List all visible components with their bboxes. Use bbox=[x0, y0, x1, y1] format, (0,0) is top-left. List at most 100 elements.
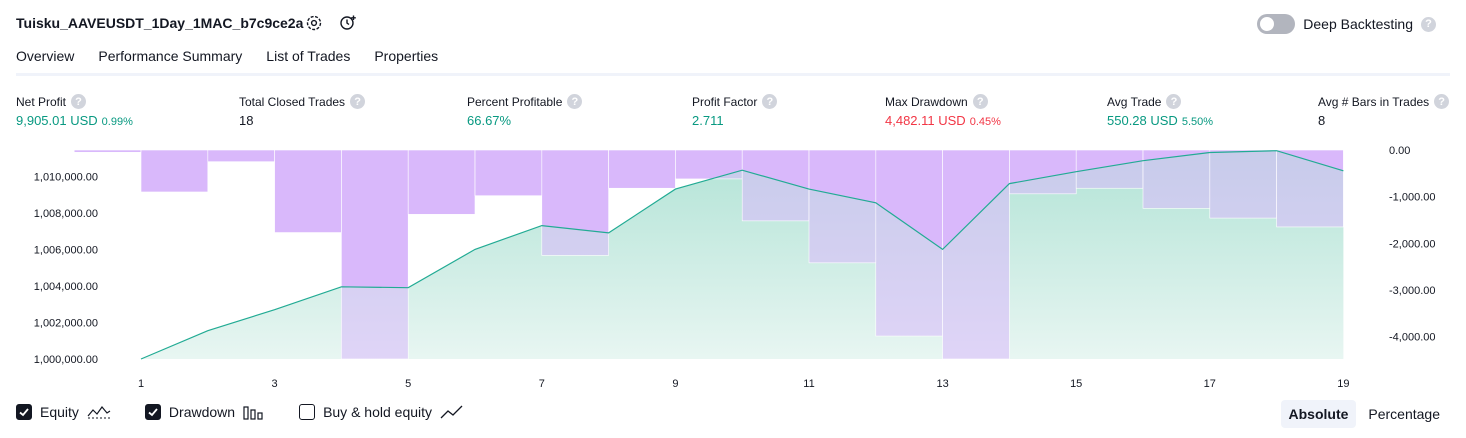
y-right-tick-label: -1,000.00 bbox=[1389, 192, 1435, 204]
drawdown-bar-overlay bbox=[1142, 149, 1211, 209]
stat-percent-profitable: Percent Profitable? 66.67% bbox=[467, 94, 583, 128]
legend-label: Equity bbox=[40, 404, 79, 420]
help-icon[interactable]: ? bbox=[762, 94, 778, 109]
help-icon[interactable]: ? bbox=[567, 94, 583, 109]
equity-checkbox[interactable] bbox=[16, 404, 32, 420]
stat-label: Net Profit bbox=[16, 94, 67, 109]
x-tick-label: 3 bbox=[272, 378, 278, 390]
help-icon[interactable]: ? bbox=[1166, 94, 1182, 109]
drawdown-bar-overlay bbox=[875, 149, 943, 337]
stat-value: 18 bbox=[239, 113, 254, 128]
help-icon[interactable]: ? bbox=[972, 94, 988, 109]
stat-label: Avg Trade bbox=[1107, 94, 1162, 109]
x-tick-label: 1 bbox=[138, 378, 144, 390]
help-icon[interactable]: ? bbox=[71, 94, 87, 109]
drawdown-bar-overlay bbox=[140, 149, 209, 193]
tab-performance-summary[interactable]: Performance Summary bbox=[98, 48, 243, 64]
help-icon[interactable]: ? bbox=[1434, 94, 1450, 109]
chart-legend: Equity Drawdown Buy & hold equity bbox=[16, 404, 464, 420]
y-right-tick-label: 0.00 bbox=[1389, 145, 1410, 157]
legend-label: Buy & hold equity bbox=[323, 404, 433, 420]
y-left-tick-label: 1,010,000.00 bbox=[34, 171, 98, 183]
drawdown-bar-overlay bbox=[1009, 149, 1077, 195]
drawdown-bar-overlay bbox=[474, 149, 543, 196]
stat-value: 66.67% bbox=[467, 113, 512, 128]
drawdown-checkbox[interactable] bbox=[144, 404, 161, 420]
stat-value: 4,482.11 USD bbox=[885, 113, 966, 128]
equity-line-icon bbox=[87, 406, 111, 419]
drawdown-bar-overlay bbox=[341, 149, 409, 360]
drawdown-bar-overlay bbox=[741, 149, 810, 222]
tab-bar: Overview Performance Summary List of Tra… bbox=[16, 48, 439, 76]
stat-label: Percent Profitable bbox=[467, 94, 563, 109]
checkmark-icon bbox=[148, 408, 158, 417]
y-right-tick-label: -3,000.00 bbox=[1389, 285, 1435, 297]
x-tick-label: 11 bbox=[803, 378, 814, 390]
y-left-tick-label: 1,006,000.00 bbox=[34, 244, 98, 256]
stat-label: Max Drawdown bbox=[885, 94, 968, 109]
x-tick-label: 7 bbox=[539, 378, 545, 390]
drawdown-bar-overlay bbox=[675, 149, 743, 180]
deep-backtesting-control: Deep Backtesting ? bbox=[1257, 14, 1436, 34]
drawdown-bar-overlay bbox=[274, 149, 342, 233]
drawdown-bars-icon bbox=[243, 406, 263, 420]
percentage-button[interactable]: Percentage bbox=[1368, 406, 1440, 422]
absolute-button[interactable]: Absolute bbox=[1280, 400, 1357, 428]
drawdown-bar-overlay bbox=[942, 149, 1010, 360]
stat-value: 2.711 bbox=[692, 113, 724, 128]
deep-backtesting-label: Deep Backtesting bbox=[1303, 16, 1413, 32]
x-tick-label: 19 bbox=[1337, 378, 1349, 390]
equity-line bbox=[140, 150, 1344, 360]
drawdown-bar-overlay bbox=[808, 149, 877, 264]
stat-avg-bars-in-trades: Avg # Bars in Trades? 8 bbox=[1318, 94, 1450, 128]
stat-avg-trade: Avg Trade? 550.28 USD 5.50% bbox=[1107, 94, 1213, 128]
stat-value: 550.28 USD bbox=[1107, 113, 1178, 128]
drawdown-bar-overlay bbox=[1276, 149, 1344, 228]
y-left-tick-label: 1,000,000.00 bbox=[34, 354, 98, 366]
help-icon[interactable]: ? bbox=[1421, 16, 1436, 32]
help-icon[interactable]: ? bbox=[350, 94, 366, 109]
y-left-tick-label: 1,008,000.00 bbox=[34, 208, 98, 220]
y-right-tick-label: -2,000.00 bbox=[1389, 238, 1435, 250]
strategy-title: Tuisku_AAVEUSDT_1Day_1MAC_b7c9ce2a bbox=[16, 15, 304, 31]
x-tick-label: 9 bbox=[672, 378, 678, 390]
add-alert-icon[interactable] bbox=[338, 13, 358, 33]
drawdown-bar-overlay bbox=[541, 149, 609, 256]
stat-percent: 5.50% bbox=[1181, 116, 1214, 128]
x-tick-label: 13 bbox=[936, 378, 948, 390]
stat-percent: 0.45% bbox=[969, 116, 1001, 128]
buy-hold-checkbox[interactable] bbox=[299, 404, 316, 420]
tab-divider bbox=[16, 73, 1450, 76]
checkmark-icon bbox=[19, 408, 29, 417]
legend-equity[interactable]: Equity bbox=[16, 404, 111, 420]
stat-value: 8 bbox=[1318, 113, 1326, 128]
stat-max-drawdown: Max Drawdown? 4,482.11 USD 0.45% bbox=[885, 94, 1001, 128]
x-tick-label: 5 bbox=[405, 378, 411, 390]
drawdown-bar-overlay bbox=[1209, 149, 1277, 219]
equity-area bbox=[141, 150, 1344, 359]
equity-drawdown-chart[interactable]: 1,010,000.00 1,008,000.00 1,006,000.00 1,00… bbox=[0, 140, 1466, 395]
stat-profit-factor: Profit Factor? 2.711 bbox=[692, 94, 778, 128]
tab-list-of-trades[interactable]: List of Trades bbox=[266, 48, 351, 64]
stat-net-profit: Net Profit? 9,905.01 USD 0.99% bbox=[16, 94, 133, 128]
drawdown-bar-overlay bbox=[407, 149, 476, 215]
stat-value: 9,905.01 USD bbox=[16, 113, 98, 128]
deep-backtesting-toggle[interactable] bbox=[1257, 14, 1296, 34]
stat-label: Total Closed Trades bbox=[239, 94, 346, 109]
drawdown-bar-overlay bbox=[73, 149, 142, 153]
tab-overview[interactable]: Overview bbox=[16, 48, 75, 76]
x-tick-label: 17 bbox=[1204, 378, 1216, 390]
legend-drawdown[interactable]: Drawdown bbox=[144, 404, 265, 420]
settings-icon[interactable] bbox=[304, 13, 324, 33]
stat-percent: 0.99% bbox=[101, 116, 133, 128]
legend-buy-hold[interactable]: Buy & hold equity bbox=[299, 404, 464, 420]
tab-properties[interactable]: Properties bbox=[374, 48, 439, 64]
drawdown-bar-overlay bbox=[1075, 149, 1144, 189]
stat-label: Avg # Bars in Trades bbox=[1318, 94, 1430, 109]
y-right-tick-label: -4,000.00 bbox=[1389, 332, 1435, 344]
drawdown-bar-overlay bbox=[608, 149, 676, 189]
value-mode-toggle: Absolute Percentage bbox=[1280, 400, 1449, 428]
legend-label: Drawdown bbox=[168, 404, 236, 420]
y-left-tick-label: 1,004,000.00 bbox=[34, 281, 98, 293]
drawdown-bar-overlay bbox=[207, 149, 275, 162]
